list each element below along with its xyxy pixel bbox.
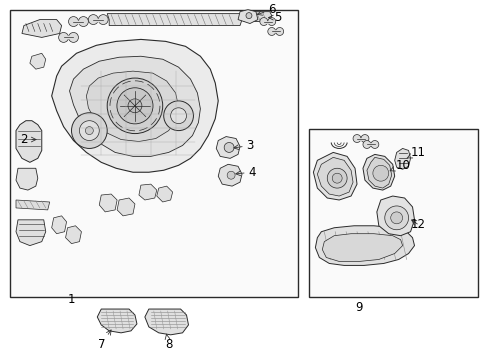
Text: 9: 9 xyxy=(354,301,362,314)
Polygon shape xyxy=(315,226,414,265)
Polygon shape xyxy=(313,152,356,200)
Circle shape xyxy=(372,165,388,181)
Polygon shape xyxy=(117,198,135,216)
Circle shape xyxy=(98,15,108,24)
Circle shape xyxy=(128,99,142,113)
Text: 3: 3 xyxy=(233,139,253,152)
Circle shape xyxy=(170,108,186,124)
Polygon shape xyxy=(362,154,394,190)
Circle shape xyxy=(59,32,68,42)
Text: 5: 5 xyxy=(268,11,281,24)
Circle shape xyxy=(331,173,342,183)
Circle shape xyxy=(79,121,99,140)
Bar xyxy=(309,129,477,297)
Circle shape xyxy=(326,168,346,188)
Circle shape xyxy=(275,27,283,35)
Circle shape xyxy=(227,171,235,179)
Circle shape xyxy=(224,143,234,152)
Polygon shape xyxy=(16,220,46,246)
Circle shape xyxy=(107,78,163,134)
Circle shape xyxy=(245,13,251,19)
Polygon shape xyxy=(394,148,410,169)
Circle shape xyxy=(370,140,378,148)
Polygon shape xyxy=(157,186,172,202)
Circle shape xyxy=(360,135,368,143)
Text: 8: 8 xyxy=(164,334,172,351)
Circle shape xyxy=(68,17,78,27)
Circle shape xyxy=(259,18,267,26)
Polygon shape xyxy=(30,53,46,69)
Polygon shape xyxy=(376,196,414,236)
Circle shape xyxy=(267,27,275,35)
Text: 12: 12 xyxy=(410,218,425,231)
Text: 11: 11 xyxy=(406,146,425,159)
Polygon shape xyxy=(107,14,242,26)
Polygon shape xyxy=(366,157,391,188)
Circle shape xyxy=(267,18,275,26)
Circle shape xyxy=(390,212,402,224)
Bar xyxy=(10,10,297,297)
Polygon shape xyxy=(144,309,188,335)
Circle shape xyxy=(117,88,153,124)
Circle shape xyxy=(163,101,193,131)
Polygon shape xyxy=(99,194,117,212)
Circle shape xyxy=(362,140,370,148)
Polygon shape xyxy=(216,136,240,158)
Polygon shape xyxy=(86,71,178,141)
Polygon shape xyxy=(317,157,352,196)
Text: 6: 6 xyxy=(257,3,275,16)
Text: 1: 1 xyxy=(68,293,75,306)
Circle shape xyxy=(88,15,98,24)
Polygon shape xyxy=(322,234,402,261)
Polygon shape xyxy=(218,164,242,186)
Polygon shape xyxy=(242,12,271,22)
Polygon shape xyxy=(52,216,66,234)
Text: 2: 2 xyxy=(20,133,36,146)
Text: 4: 4 xyxy=(235,166,255,179)
Text: 7: 7 xyxy=(97,330,111,351)
Circle shape xyxy=(68,32,78,42)
Circle shape xyxy=(85,127,93,135)
Polygon shape xyxy=(16,168,38,190)
Circle shape xyxy=(78,17,88,27)
Circle shape xyxy=(384,206,408,230)
Polygon shape xyxy=(22,19,61,37)
Polygon shape xyxy=(65,226,81,244)
Polygon shape xyxy=(16,121,41,162)
Text: 10: 10 xyxy=(389,159,409,172)
Polygon shape xyxy=(69,56,200,156)
Polygon shape xyxy=(97,309,137,333)
Polygon shape xyxy=(238,10,257,23)
Polygon shape xyxy=(16,200,50,210)
Polygon shape xyxy=(52,39,218,172)
Circle shape xyxy=(71,113,107,148)
Polygon shape xyxy=(139,184,157,200)
Circle shape xyxy=(352,135,360,143)
